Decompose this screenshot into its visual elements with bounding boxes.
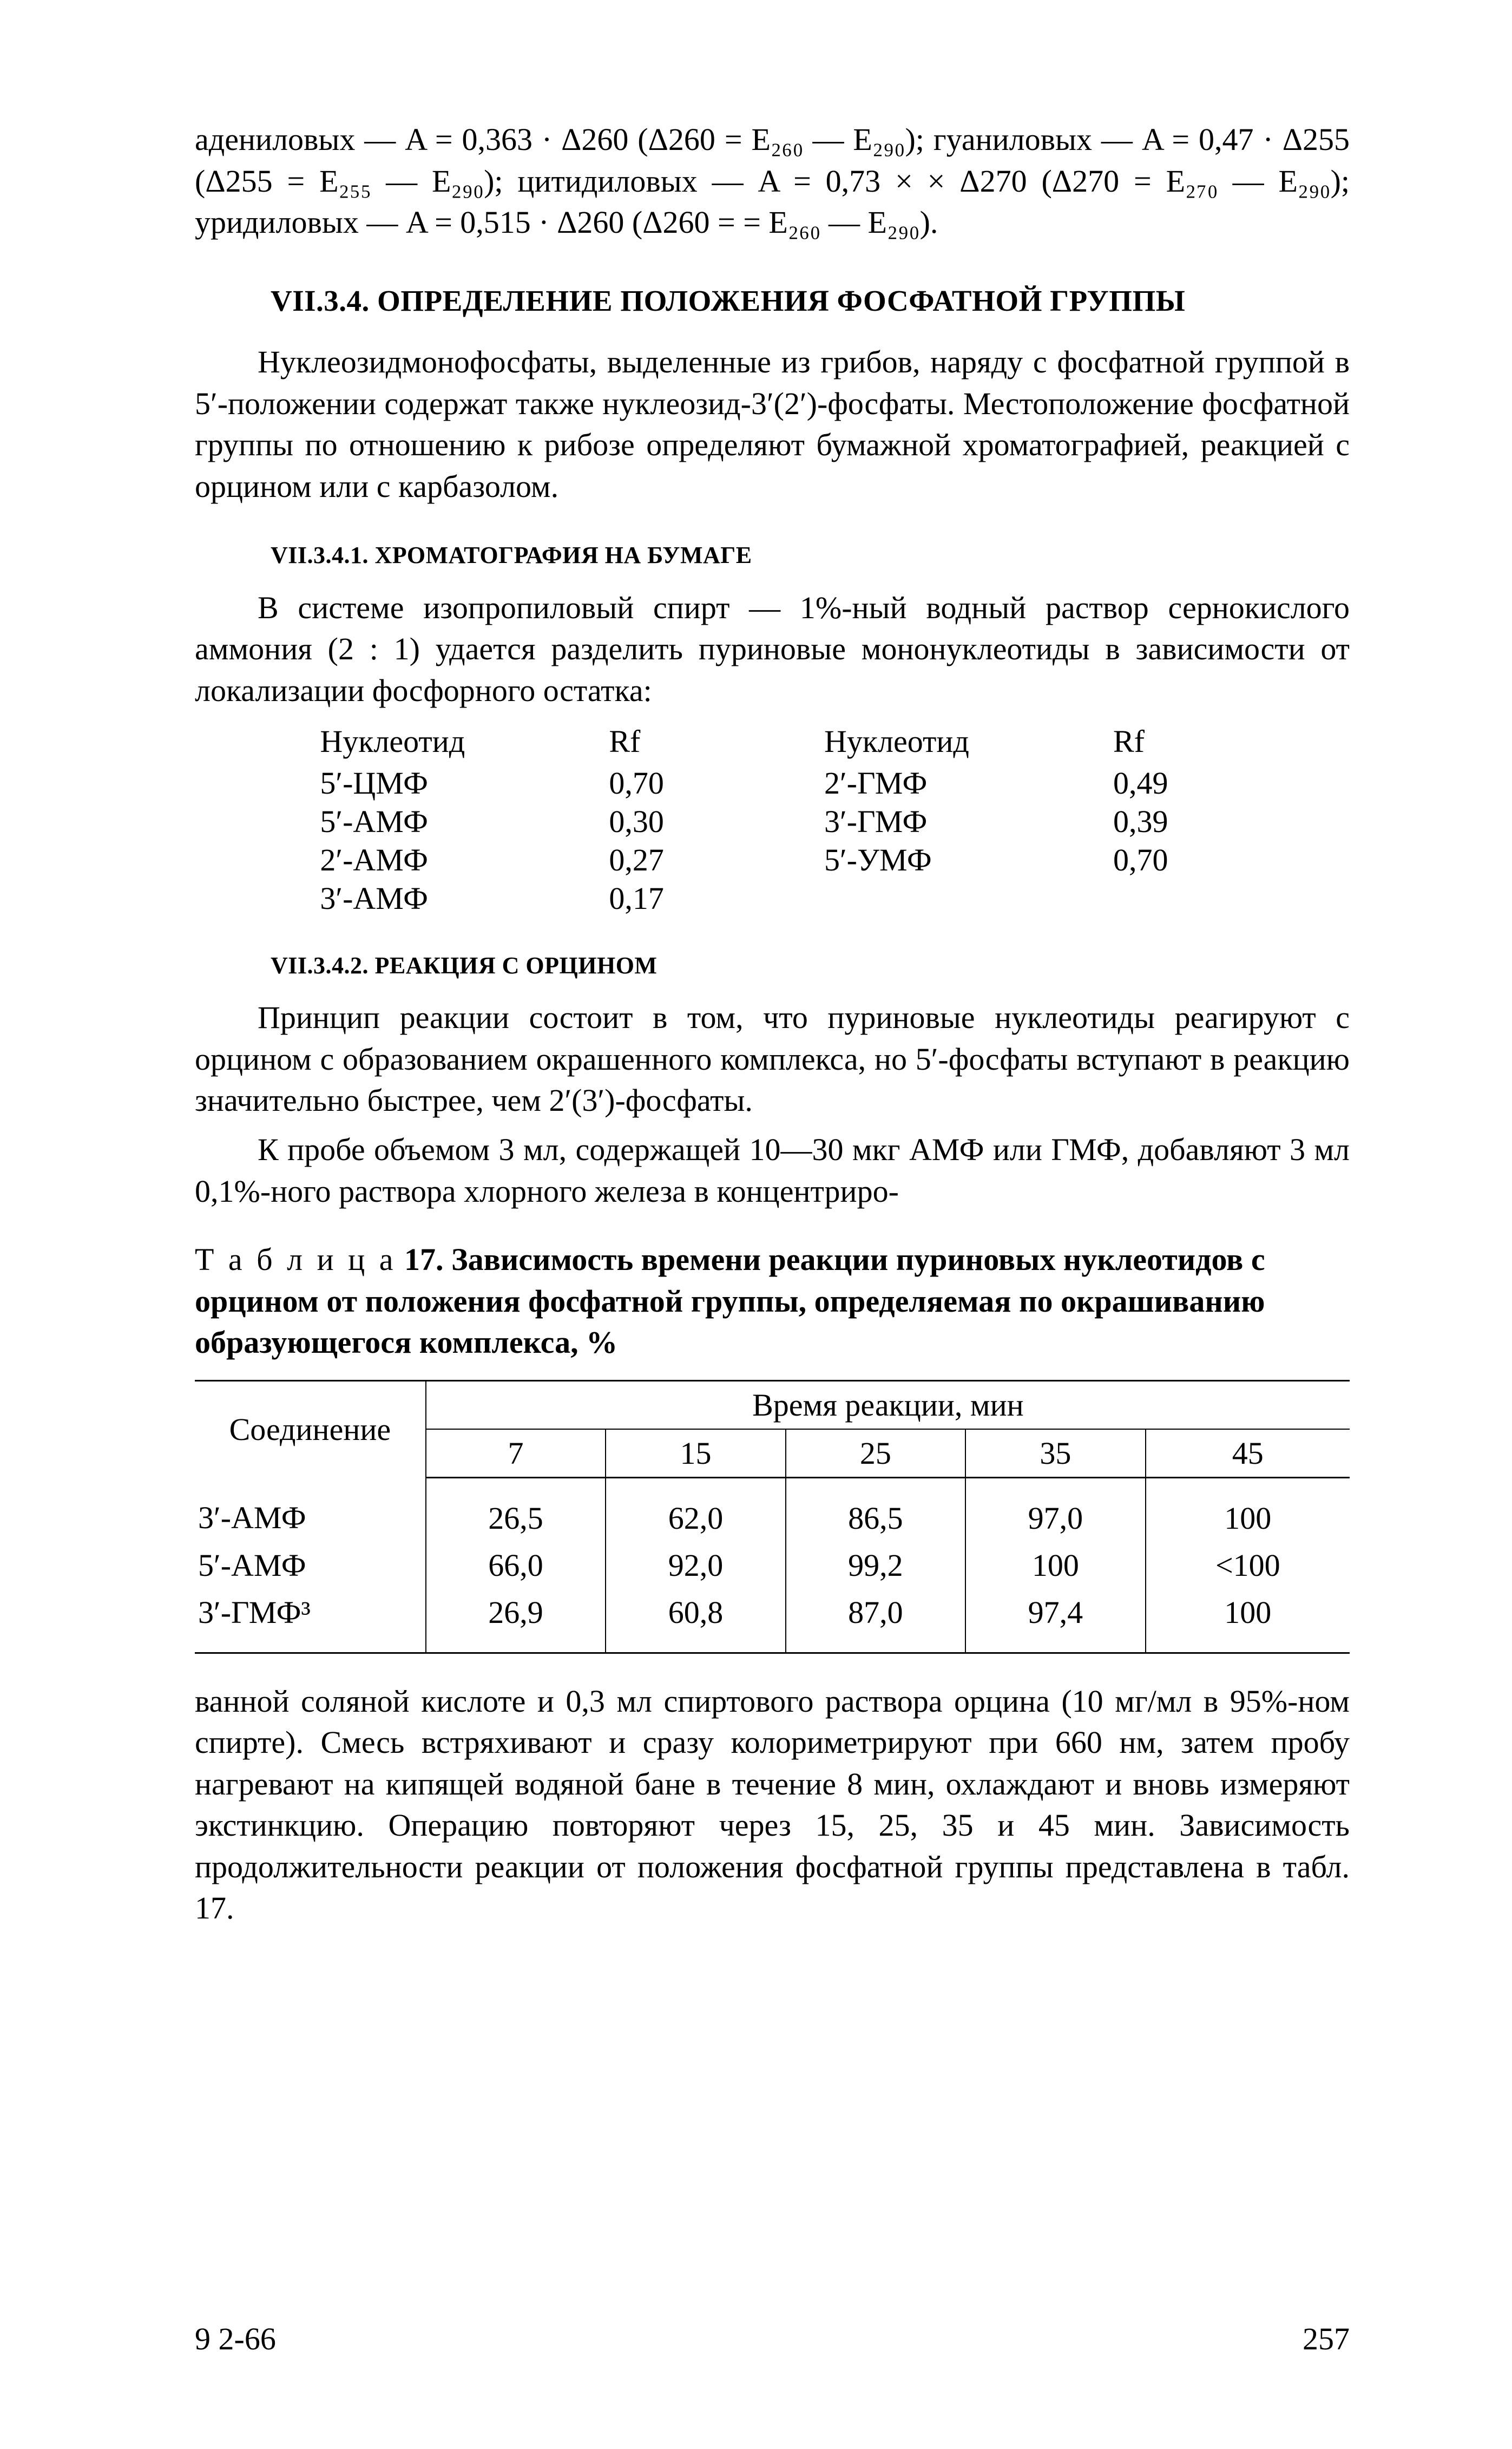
- table17-r1-v4: <100: [1146, 1542, 1350, 1589]
- table17-r1-v3: 100: [965, 1542, 1145, 1589]
- table17-r2-v2: 87,0: [786, 1589, 965, 1652]
- table17: Соединение Время реакции, мин 7 15 25 35…: [195, 1380, 1350, 1652]
- table17-r2-v4: 100: [1146, 1589, 1350, 1652]
- page-footer: 9 2-66 257: [195, 2321, 1350, 2357]
- table-row: 3′-АМФ 26,5 62,0 86,5 97,0 100: [195, 1477, 1350, 1542]
- table17-time-1: 15: [606, 1429, 785, 1478]
- paragraph-vii342b: К пробе объемом 3 мл, содержащей 10—30 м…: [195, 1129, 1350, 1212]
- paragraph-vii34-text: Нуклеозидмонофосфаты, выделенные из гриб…: [195, 344, 1350, 504]
- footer-page-number: 257: [1303, 2321, 1350, 2357]
- rf-right-2-rf: 0,70: [1103, 841, 1234, 879]
- table17-r1-v0: 66,0: [426, 1542, 606, 1589]
- table17-time-0: 7: [426, 1429, 606, 1478]
- rf-left-1-n: 5′-АМФ: [310, 802, 599, 841]
- table17-r2-v0: 26,9: [426, 1589, 606, 1652]
- table17-r0-v0: 26,5: [426, 1477, 606, 1542]
- paragraph-vii342a-text: Принцип реакции состоит в том, что пурин…: [195, 1000, 1350, 1118]
- table17-r0-compound: 3′-АМФ: [195, 1477, 426, 1542]
- rf-left-2-rf: 0,27: [599, 841, 730, 879]
- rf-head-rf-left: Rf: [599, 722, 730, 764]
- table-row: 3′-ГМФ³ 26,9 60,8 87,0 97,4 100: [195, 1589, 1350, 1652]
- rf-head-rf-right: Rf: [1103, 722, 1234, 764]
- rf-right-1-rf: 0,39: [1103, 802, 1234, 841]
- table17-col-compound: Соединение: [195, 1380, 426, 1477]
- page: адениловых — A = 0,363 · Δ260 (Δ260 = E₂…: [0, 0, 1512, 2449]
- table17-time-4: 45: [1146, 1429, 1350, 1478]
- paragraph-vii341-text: В системе изопропиловый спирт — 1%-ный в…: [195, 590, 1350, 708]
- footer-left: 9 2-66: [195, 2321, 276, 2357]
- table17-r1-v1: 92,0: [606, 1542, 785, 1589]
- table17-col-time: Время реакции, мин: [426, 1380, 1350, 1429]
- rf-left-2-n: 2′-АМФ: [310, 841, 599, 879]
- intro-paragraph: адениловых — A = 0,363 · Δ260 (Δ260 = E₂…: [195, 119, 1350, 244]
- table17-r2-compound: 3′-ГМФ³: [195, 1589, 426, 1652]
- paragraph-vii341: В системе изопропиловый спирт — 1%-ный в…: [195, 587, 1350, 712]
- table17-caption-prefix: Т а б л и ц а: [195, 1242, 396, 1277]
- rf-head-nucleotide-right: Нуклеотид: [814, 722, 1103, 764]
- table17-r1-v2: 99,2: [786, 1542, 965, 1589]
- table17-time-2: 25: [786, 1429, 965, 1478]
- subsection-heading-vii342: VII.3.4.2. РЕАКЦИЯ С ОРЦИНОМ: [271, 950, 1350, 981]
- paragraph-vii34: Нуклеозидмонофосфаты, выделенные из гриб…: [195, 342, 1350, 507]
- rf-right-1-n: 3′-ГМФ: [814, 802, 1103, 841]
- paragraph-after-table-text: ванной соляной кислоте и 0,3 мл спиртово…: [195, 1684, 1350, 1926]
- rf-left-0-rf: 0,70: [599, 764, 730, 802]
- table17-r0-v3: 97,0: [965, 1477, 1145, 1542]
- rf-left-3-rf: 0,17: [599, 879, 730, 918]
- table17-caption: Т а б л и ц а 17. Зависимость времени ре…: [195, 1239, 1350, 1364]
- table17-r0-v1: 62,0: [606, 1477, 785, 1542]
- paragraph-vii342b-text: К пробе объемом 3 мл, содержащей 10—30 м…: [195, 1132, 1350, 1209]
- intro-text: адениловых — A = 0,363 · Δ260 (Δ260 = E₂…: [195, 122, 1350, 240]
- rf-left-0-n: 5′-ЦМФ: [310, 764, 599, 802]
- paragraph-after-table: ванной соляной кислоте и 0,3 мл спиртово…: [195, 1681, 1350, 1929]
- subsection-heading-vii341: VII.3.4.1. ХРОМАТОГРАФИЯ НА БУМАГЕ: [271, 540, 1350, 571]
- rf-left-1-rf: 0,30: [599, 802, 730, 841]
- table17-caption-num: 17.: [404, 1242, 444, 1277]
- rf-right-0-n: 2′-ГМФ: [814, 764, 1103, 802]
- table-row: 5′-АМФ 66,0 92,0 99,2 100 <100: [195, 1542, 1350, 1589]
- table17-r2-v1: 60,8: [606, 1589, 785, 1652]
- table17-time-3: 35: [965, 1429, 1145, 1478]
- rf-right-2-n: 5′-УМФ: [814, 841, 1103, 879]
- table17-r0-v4: 100: [1146, 1477, 1350, 1542]
- rf-left-3-n: 3′-АМФ: [310, 879, 599, 918]
- paragraph-vii342a: Принцип реакции состоит в том, что пурин…: [195, 997, 1350, 1122]
- rf-head-nucleotide-left: Нуклеотид: [310, 722, 599, 764]
- table17-bottom-rule: [195, 1652, 1350, 1654]
- section-heading-vii34: VII.3.4. ОПРЕДЕЛЕНИЕ ПОЛОЖЕНИЯ ФОСФАТНОЙ…: [271, 281, 1350, 320]
- table17-r2-v3: 97,4: [965, 1589, 1145, 1652]
- rf-right-0-rf: 0,49: [1103, 764, 1234, 802]
- rf-table: Нуклеотид Rf Нуклеотид Rf 5′-ЦМФ 0,70 2′…: [310, 722, 1234, 918]
- table17-r1-compound: 5′-АМФ: [195, 1542, 426, 1589]
- table17-r0-v2: 86,5: [786, 1477, 965, 1542]
